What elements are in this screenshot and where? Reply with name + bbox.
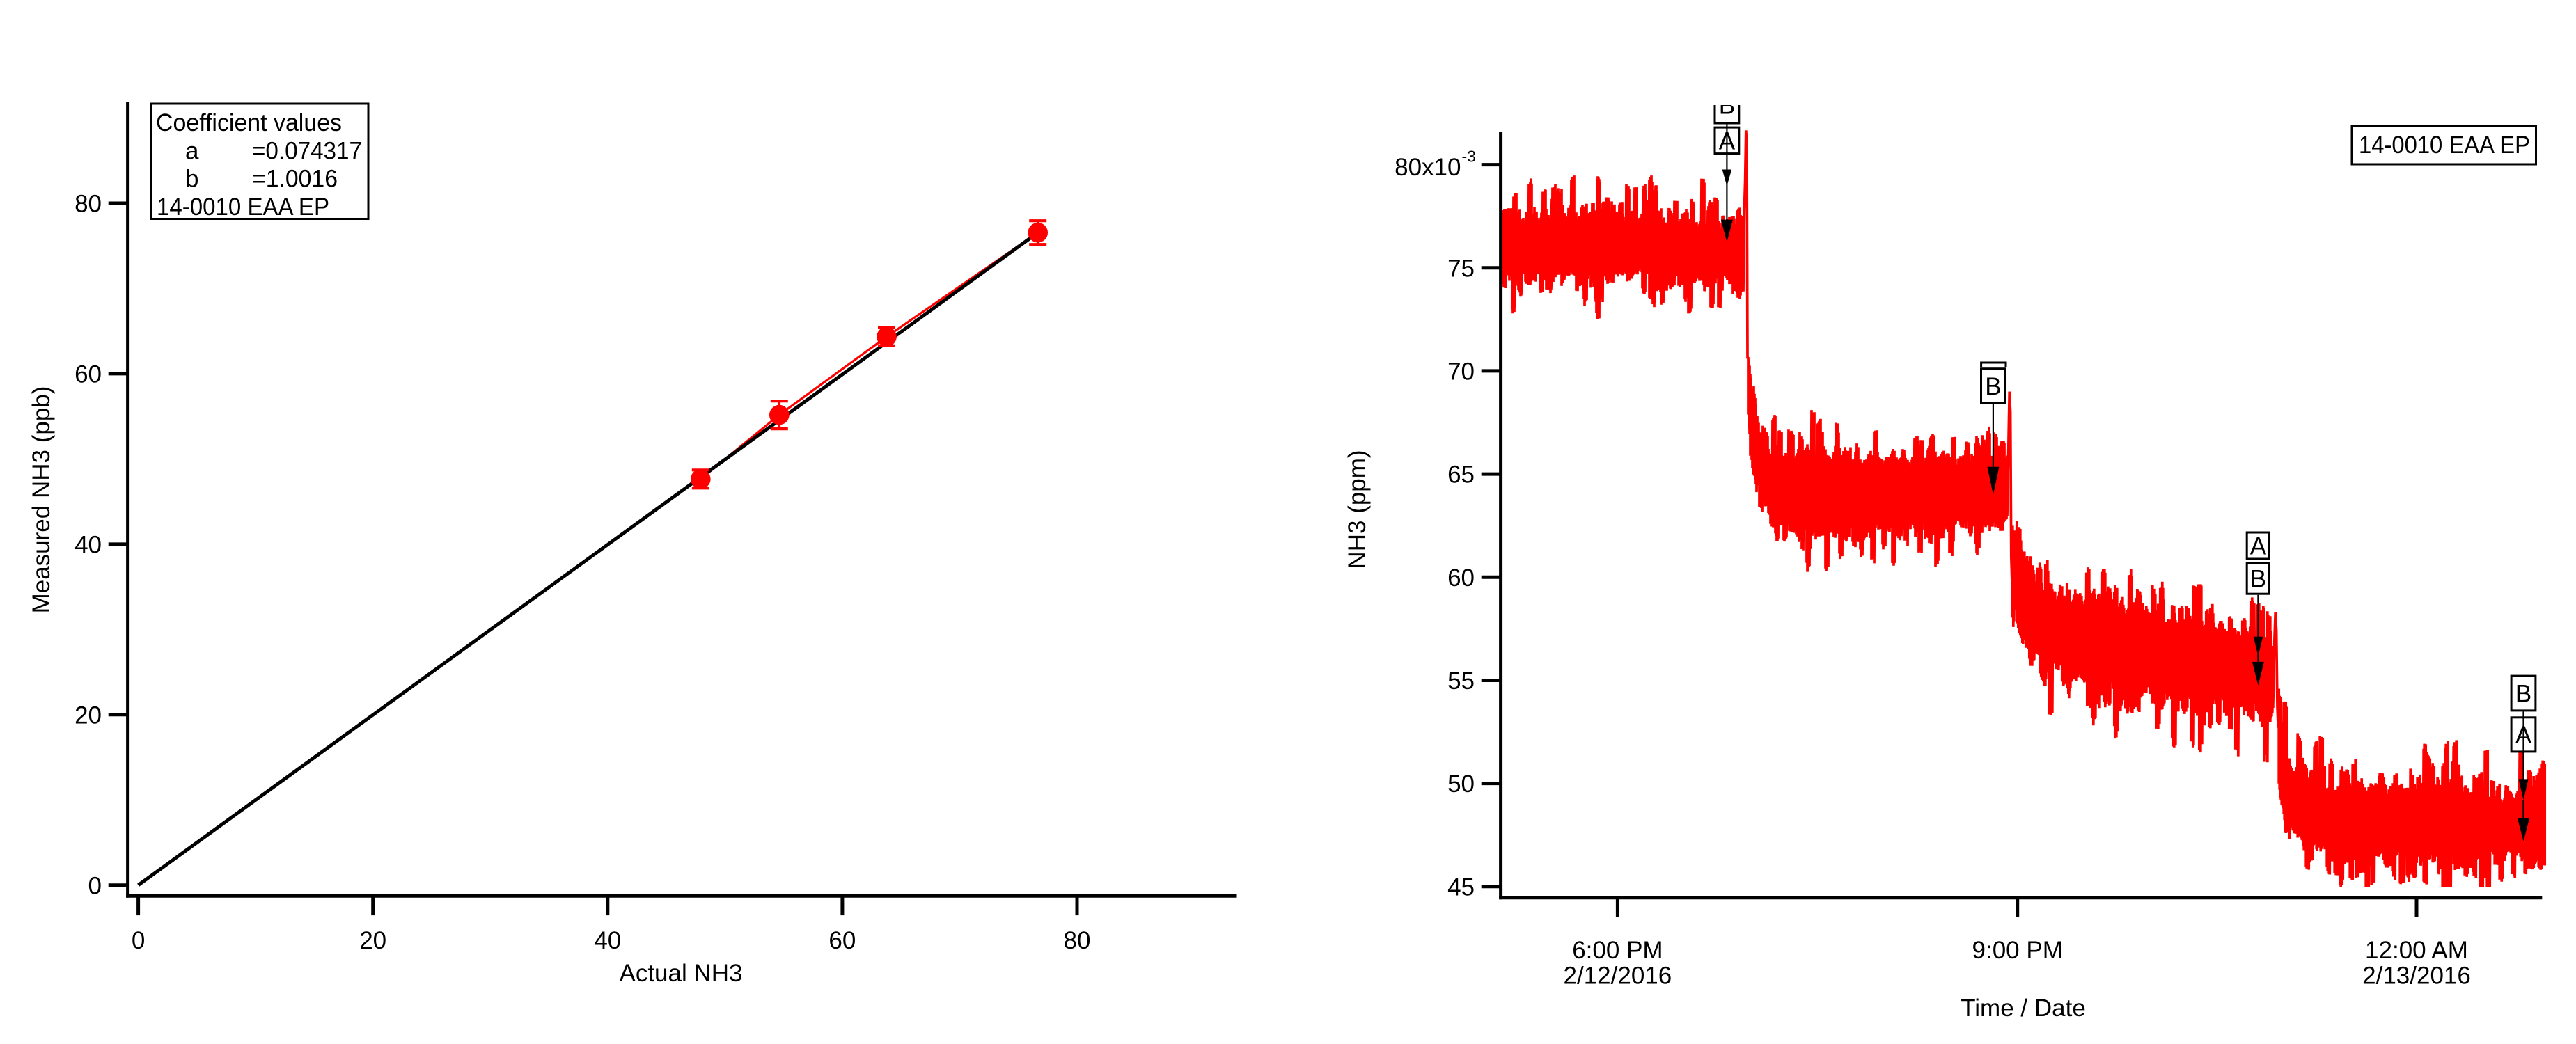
svg-text:6:00 PM: 6:00 PM — [1572, 937, 1663, 964]
svg-text:75: 75 — [1447, 255, 1475, 282]
svg-text:20: 20 — [359, 927, 386, 954]
svg-text:Time / Date: Time / Date — [1961, 995, 2086, 1022]
svg-text:B: B — [2250, 566, 2266, 593]
svg-text:B: B — [2515, 681, 2531, 708]
svg-text:=0.074317: =0.074317 — [252, 137, 362, 164]
svg-text:0: 0 — [132, 927, 145, 954]
svg-text:NH3 (ppm): NH3 (ppm) — [1344, 450, 1371, 569]
svg-text:Actual NH3: Actual NH3 — [619, 960, 742, 987]
svg-text:-3: -3 — [1462, 148, 1476, 166]
svg-text:2/13/2016: 2/13/2016 — [2362, 963, 2471, 990]
svg-text:80: 80 — [1064, 927, 1091, 954]
svg-text:Coefficient values: Coefficient values — [156, 109, 342, 136]
svg-text:45: 45 — [1447, 873, 1475, 901]
svg-text:60: 60 — [828, 927, 856, 954]
svg-text:2/12/2016: 2/12/2016 — [1564, 963, 1672, 990]
svg-text:A: A — [2250, 533, 2267, 560]
svg-text:b: b — [185, 166, 198, 193]
svg-text:70: 70 — [1447, 358, 1475, 386]
svg-text:12:00 AM: 12:00 AM — [2365, 937, 2468, 964]
svg-text:50: 50 — [1447, 770, 1475, 798]
svg-text:0: 0 — [88, 872, 102, 899]
svg-text:14-0010 EAA EP: 14-0010 EAA EP — [157, 193, 329, 221]
svg-text:9:00 PM: 9:00 PM — [1972, 937, 2063, 964]
svg-text:55: 55 — [1447, 667, 1475, 695]
svg-text:60: 60 — [74, 361, 102, 388]
svg-text:40: 40 — [594, 927, 621, 954]
svg-text:=1.0016: =1.0016 — [252, 166, 338, 193]
svg-text:60: 60 — [1447, 564, 1475, 592]
svg-text:a: a — [185, 137, 199, 164]
svg-text:40: 40 — [74, 532, 102, 559]
svg-text:20: 20 — [74, 702, 102, 729]
svg-text:65: 65 — [1447, 461, 1475, 489]
svg-text:80: 80 — [74, 191, 102, 218]
svg-text:80x10: 80x10 — [1395, 154, 1461, 181]
svg-text:Measured NH3 (ppb): Measured NH3 (ppb) — [28, 386, 55, 614]
svg-text:B: B — [1985, 373, 2001, 400]
svg-text:14-0010 EAA EP: 14-0010 EAA EP — [2359, 132, 2530, 159]
